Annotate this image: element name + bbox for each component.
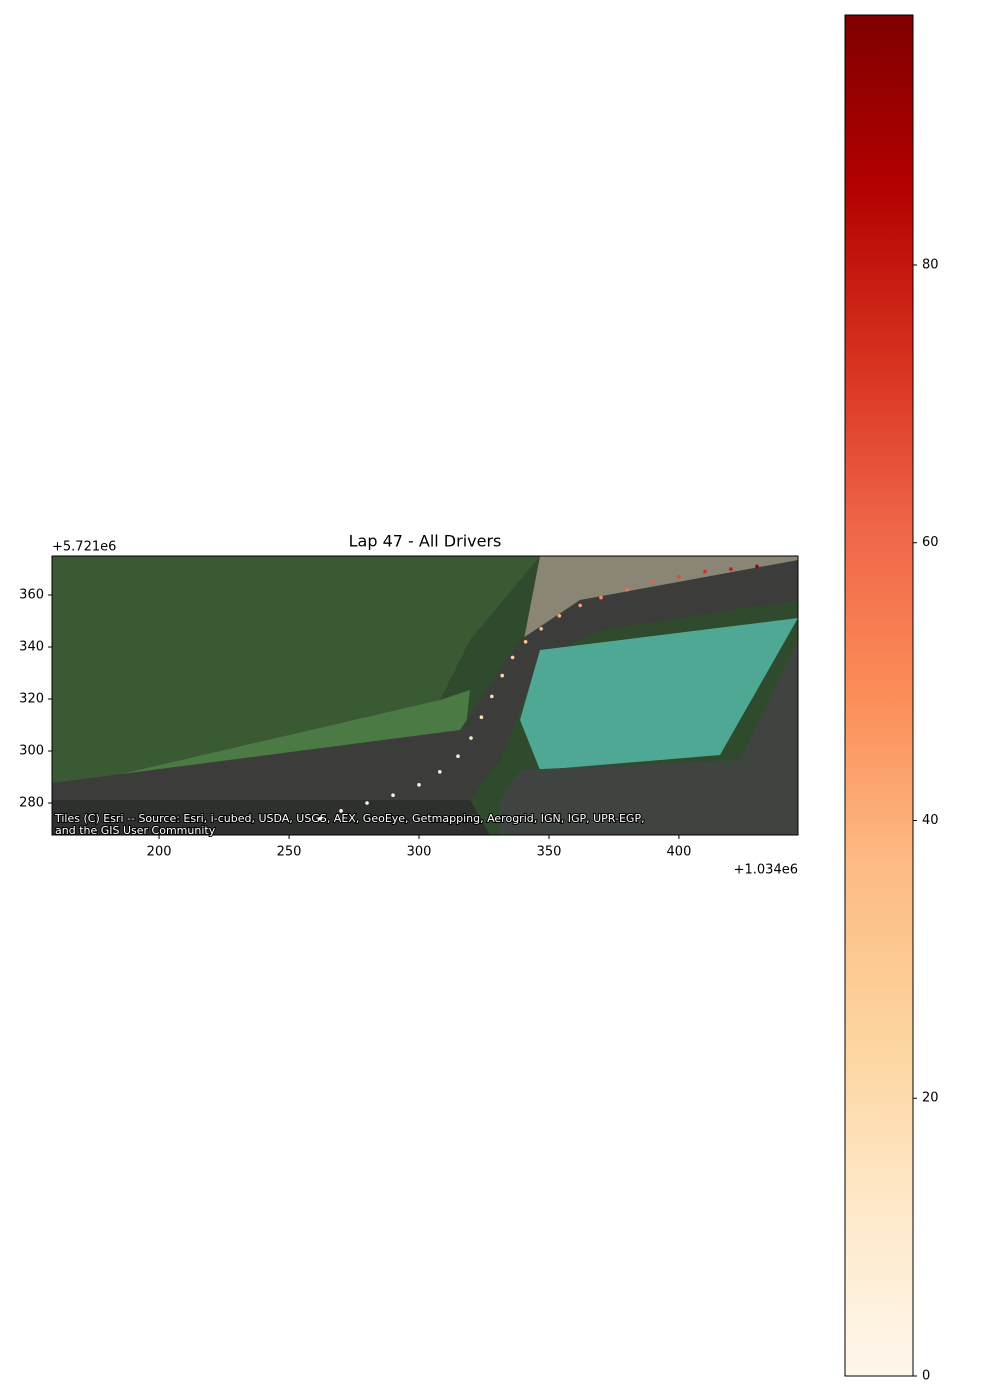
x-tick-label: 250 <box>277 845 302 860</box>
x-tick-label: 300 <box>407 845 432 860</box>
colorbar-tick-label: 0 <box>922 1369 930 1384</box>
x-tick-label: 200 <box>147 845 172 860</box>
point <box>490 694 494 699</box>
point <box>339 809 343 813</box>
y-tick-label: 300 <box>19 744 44 759</box>
point <box>391 793 395 798</box>
point <box>438 770 442 774</box>
point <box>417 783 421 787</box>
point <box>578 603 582 608</box>
plot-frame <box>51 555 799 836</box>
point <box>677 575 681 579</box>
colorbar-tick-label: 20 <box>922 1091 939 1106</box>
colorbar-tick-label: 40 <box>922 813 939 828</box>
point <box>703 569 707 574</box>
colorbar-tick-label: 60 <box>922 535 939 550</box>
point <box>510 655 515 660</box>
chart-title: Lap 47 - All Drivers <box>349 532 502 551</box>
point <box>456 754 460 759</box>
y-tick-label: 360 <box>19 588 44 603</box>
point <box>557 614 562 618</box>
attribution: Tiles (C) Esri -- Source: Esri, i-cubed,… <box>54 812 645 825</box>
y-tick-label: 340 <box>19 640 44 655</box>
point <box>500 673 504 678</box>
point <box>599 595 603 600</box>
colorbar <box>844 14 914 1377</box>
x-tick-label: 350 <box>537 845 562 860</box>
point <box>318 816 323 821</box>
y-offset-label: +5.721e6 <box>52 540 116 555</box>
point <box>625 588 629 592</box>
point <box>651 580 655 584</box>
point <box>755 564 759 569</box>
point <box>365 801 369 805</box>
attribution: and the GIS User Community <box>55 824 216 837</box>
satellite-map <box>52 556 798 835</box>
y-tick-label: 320 <box>19 692 44 707</box>
point <box>523 640 528 644</box>
x-tick-label: 400 <box>667 845 692 860</box>
colorbar-tick-label: 80 <box>922 257 939 272</box>
point <box>479 715 484 720</box>
y-tick-label: 280 <box>19 796 44 811</box>
point <box>539 627 543 631</box>
point <box>729 567 733 571</box>
point <box>469 736 473 740</box>
x-offset-label: +1.034e6 <box>734 863 798 878</box>
